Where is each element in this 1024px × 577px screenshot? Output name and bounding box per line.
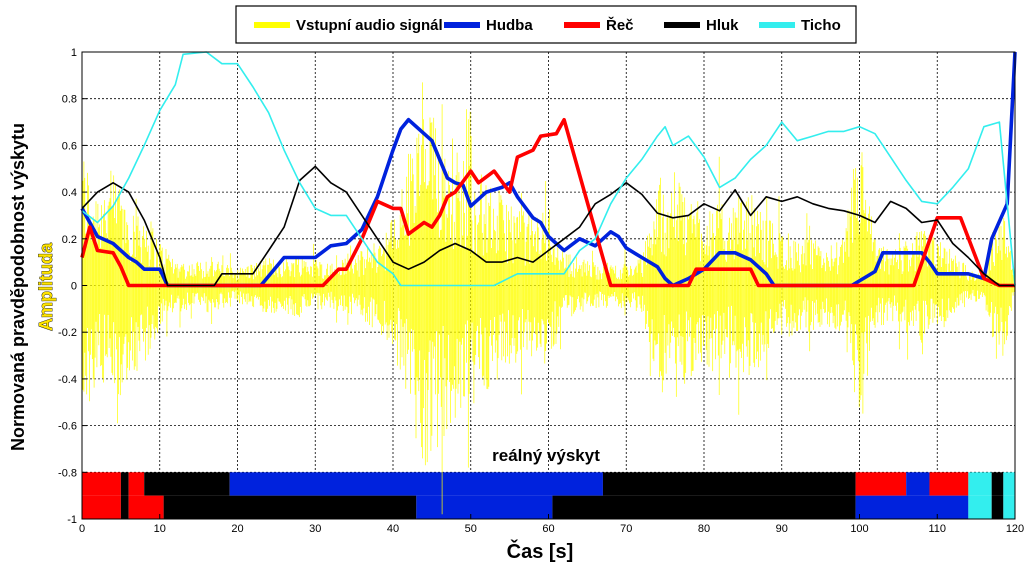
occurrence-segment-top-band xyxy=(602,472,856,496)
occurrence-segment-bottom-band xyxy=(968,495,992,519)
series-line-5 xyxy=(81,51,1016,287)
y-tick-label: -0.8 xyxy=(58,467,77,479)
occurrence-segment-bottom-band xyxy=(552,495,856,519)
occurrence-segment-top-band xyxy=(929,472,969,496)
legend-label-3: Řeč xyxy=(606,16,634,34)
y-tick-label: 0 xyxy=(71,281,77,293)
y-tick-label: -0.4 xyxy=(58,374,77,386)
x-tick-label: 10 xyxy=(154,523,166,535)
occurrence-segment-bottom-band xyxy=(163,495,417,519)
x-tick-label: 30 xyxy=(309,523,321,535)
legend-label-4: Hluk xyxy=(706,17,739,34)
real-occurrence-bands xyxy=(82,472,1015,519)
occurrence-segment-top-band xyxy=(991,472,1004,496)
y-tick-label: 0.2 xyxy=(62,234,77,246)
occurrence-segment-top-band xyxy=(906,472,930,496)
x-tick-label: 20 xyxy=(231,523,243,535)
x-axis-label: Čas [s] xyxy=(507,539,574,563)
x-tick-label: 120 xyxy=(1006,523,1024,535)
y-tick-label: 0.8 xyxy=(62,94,77,106)
x-tick-label: 110 xyxy=(928,523,946,535)
occurrence-segment-top-band xyxy=(1003,472,1015,496)
occurrence-segment-bottom-band xyxy=(128,495,164,519)
legend: Vstupní audio signál Hudba Řeč Hluk Ticho xyxy=(235,5,857,44)
occurrence-segment-bottom-band xyxy=(416,495,553,519)
legend-label-5: Ticho xyxy=(801,17,841,34)
y-tick-label: 0.4 xyxy=(62,187,77,199)
occurrence-segment-top-band xyxy=(229,472,603,496)
x-tick-label: 40 xyxy=(387,523,399,535)
y-axis-label-amplitude: Amplituda xyxy=(36,242,56,331)
occurrence-segment-bottom-band xyxy=(991,495,1004,519)
y-axis-label: Normovaná pravděpodobnost výskytu xyxy=(8,123,28,451)
occurrence-segment-top-band xyxy=(128,472,145,496)
y-tick-label: 1 xyxy=(71,47,77,59)
occurrence-segment-top-band xyxy=(144,472,230,496)
occurrence-segment-bottom-band xyxy=(855,495,969,519)
y-tick-label: -1 xyxy=(67,514,77,526)
occurrence-segment-top-band xyxy=(855,472,907,496)
axis-ticks: 0 10 20 30 40 50 60 70 80 90 100 110 120-1-0.8-0.6-0… xyxy=(58,47,1024,535)
x-tick-label: 90 xyxy=(776,523,788,535)
legend-label-2: Hudba xyxy=(486,17,533,34)
y-tick-label: -0.2 xyxy=(58,327,77,339)
occurrence-segment-bottom-band xyxy=(82,495,121,519)
series-line-4 xyxy=(81,165,1015,287)
x-tick-label: 0 xyxy=(79,523,85,535)
occurrence-segment-top-band xyxy=(120,472,129,496)
series-line-2 xyxy=(80,51,1017,288)
x-tick-label: 80 xyxy=(698,523,710,535)
occurrence-segment-bottom-band xyxy=(120,495,129,519)
series-line-3 xyxy=(80,117,1015,288)
legend-box xyxy=(235,5,857,44)
occurrence-segment-top-band xyxy=(968,472,992,496)
legend-label-1: Vstupní audio signál xyxy=(296,17,443,34)
x-tick-label: 50 xyxy=(465,523,477,535)
probability-lines xyxy=(80,51,1017,288)
x-tick-label: 70 xyxy=(620,523,632,535)
x-tick-label: 60 xyxy=(542,523,554,535)
real-occurrence-label: reálný výskyt xyxy=(492,446,600,465)
y-tick-label: 0.6 xyxy=(62,140,77,152)
occurrence-segment-bottom-band xyxy=(1003,495,1015,519)
y-tick-label: -0.6 xyxy=(58,421,77,433)
x-tick-label: 100 xyxy=(850,523,868,535)
occurrence-segment-top-band xyxy=(82,472,121,496)
